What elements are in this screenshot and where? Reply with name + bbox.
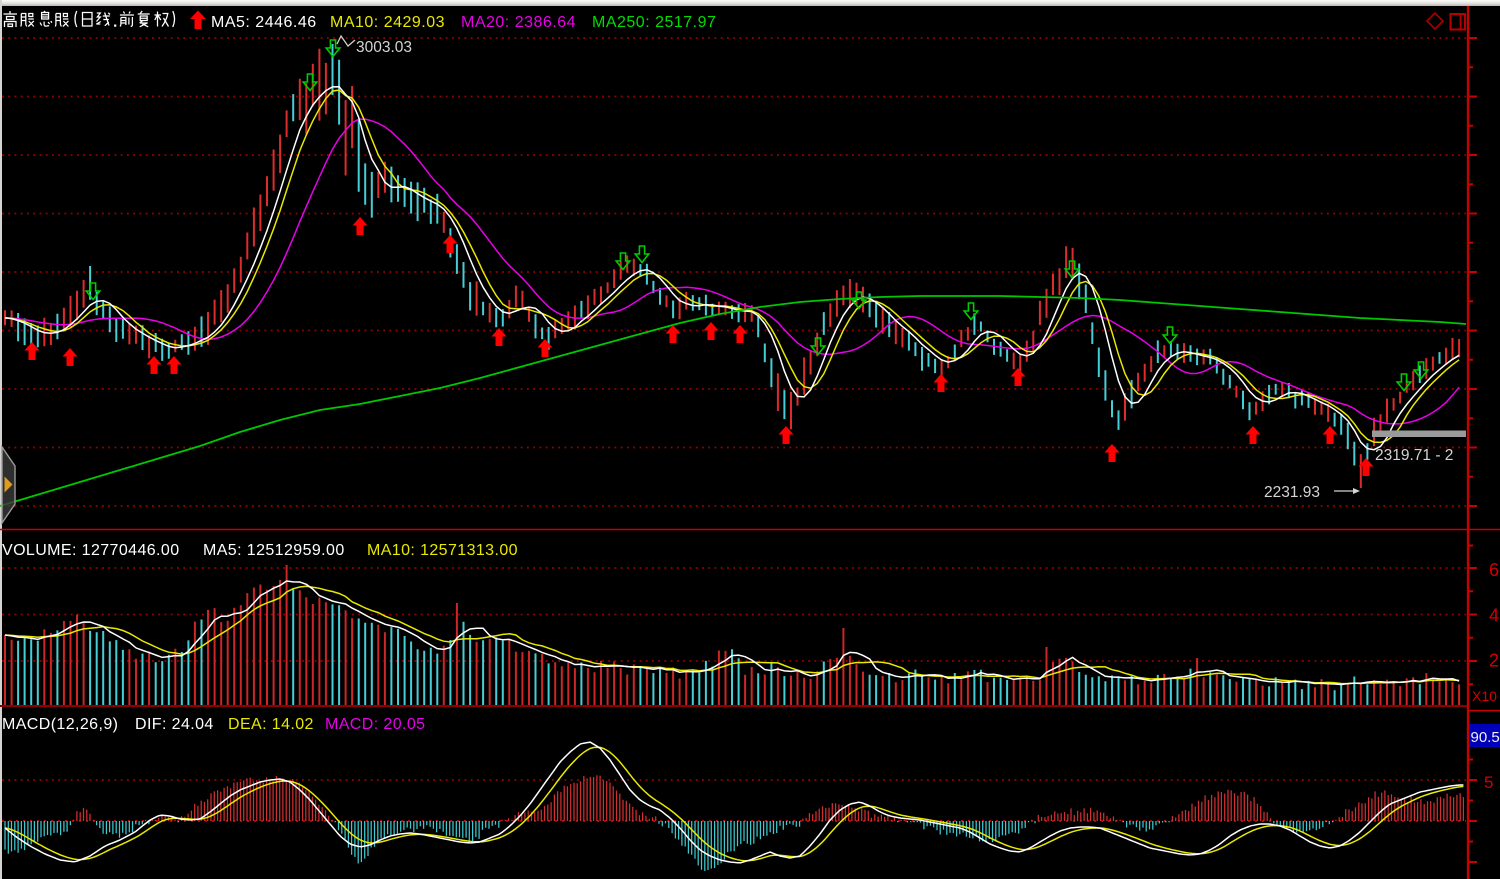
svg-text:MA5: 2446.46: MA5: 2446.46: [211, 14, 317, 31]
svg-text:MA5: 12512959.00: MA5: 12512959.00: [203, 542, 345, 559]
svg-text:5: 5: [1484, 773, 1493, 792]
svg-text:MA10: 12571313.00: MA10: 12571313.00: [367, 542, 518, 559]
svg-text:MA20: 2386.64: MA20: 2386.64: [461, 14, 576, 31]
svg-text:2: 2: [1489, 651, 1499, 671]
svg-text:X10: X10: [1472, 688, 1497, 704]
svg-text:MA250: 2517.97: MA250: 2517.97: [592, 14, 716, 31]
svg-text:MA10: 2429.03: MA10: 2429.03: [330, 14, 445, 31]
svg-text:90.5: 90.5: [1471, 729, 1500, 746]
svg-text:DIF: 24.04: DIF: 24.04: [135, 716, 214, 733]
svg-text:2231.93: 2231.93: [1264, 484, 1320, 501]
svg-text:MACD: 20.05: MACD: 20.05: [325, 716, 425, 733]
svg-text:MACD(12,26,9): MACD(12,26,9): [2, 716, 118, 733]
svg-text:6: 6: [1489, 560, 1499, 580]
svg-text:VOLUME: 12770446.00: VOLUME: 12770446.00: [2, 542, 180, 559]
svg-text:4: 4: [1489, 606, 1499, 626]
svg-text:2319.71 - 2: 2319.71 - 2: [1375, 447, 1453, 464]
svg-text:DEA: 14.02: DEA: 14.02: [228, 716, 314, 733]
svg-text:3003.03: 3003.03: [356, 39, 412, 56]
